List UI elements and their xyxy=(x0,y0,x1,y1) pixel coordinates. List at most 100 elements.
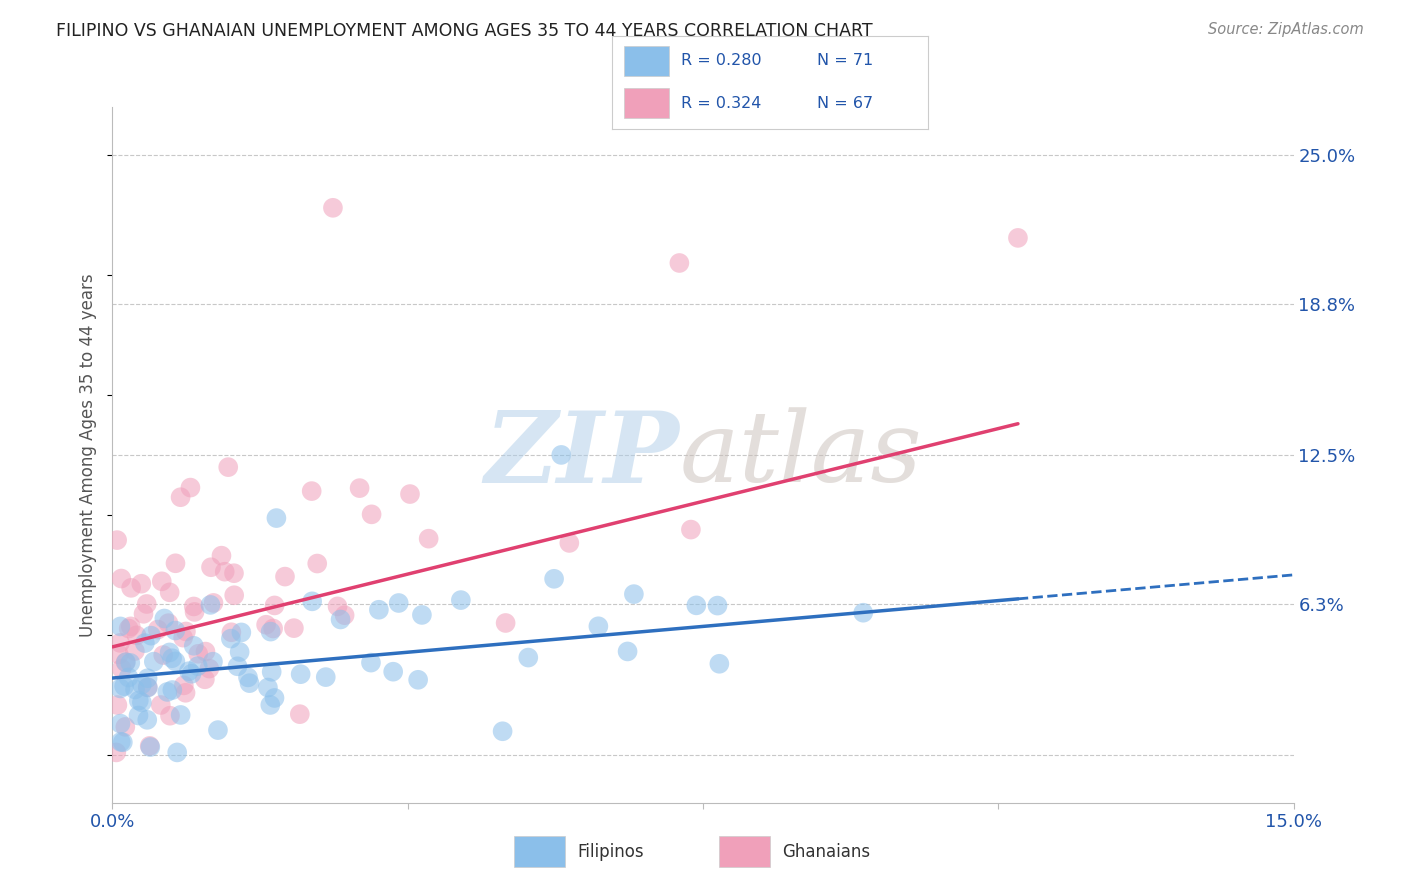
Point xyxy=(266,511,288,525)
Point xyxy=(108,636,131,650)
Point xyxy=(110,681,132,696)
Point xyxy=(382,665,405,679)
Point xyxy=(165,556,187,570)
Point xyxy=(166,746,188,760)
Text: ZIP: ZIP xyxy=(485,407,679,503)
Point xyxy=(679,523,702,537)
Point xyxy=(105,533,128,547)
Point xyxy=(200,560,222,574)
Point xyxy=(517,650,540,665)
Point xyxy=(329,612,352,626)
Y-axis label: Unemployment Among Ages 35 to 44 years: Unemployment Among Ages 35 to 44 years xyxy=(79,273,97,637)
Point xyxy=(120,581,142,595)
Point xyxy=(108,648,131,662)
Point xyxy=(159,708,181,723)
Point xyxy=(146,623,169,637)
Point xyxy=(254,617,277,632)
Point xyxy=(200,598,222,612)
Point xyxy=(139,739,162,754)
Point xyxy=(114,655,136,669)
Point xyxy=(668,256,690,270)
Bar xyxy=(718,837,770,867)
Point xyxy=(128,693,150,707)
Point xyxy=(194,644,217,658)
Point xyxy=(1007,231,1029,245)
Point xyxy=(257,681,280,695)
Point xyxy=(138,739,160,753)
Point xyxy=(301,594,323,608)
Point xyxy=(406,673,429,687)
Point xyxy=(706,599,728,613)
Point xyxy=(360,656,382,670)
Point xyxy=(183,599,205,614)
Point xyxy=(159,585,181,599)
Point xyxy=(136,671,159,685)
Point xyxy=(150,574,173,589)
Point xyxy=(288,707,311,722)
Point xyxy=(333,608,356,623)
Point xyxy=(238,676,260,690)
Point xyxy=(124,644,146,658)
Point xyxy=(149,698,172,712)
Point xyxy=(207,723,229,737)
Point xyxy=(172,631,194,645)
Point xyxy=(222,566,245,581)
Point xyxy=(367,603,389,617)
Point xyxy=(179,481,201,495)
Point xyxy=(263,690,285,705)
Point xyxy=(180,666,202,681)
Point xyxy=(105,746,128,760)
Point xyxy=(495,615,517,630)
Point xyxy=(115,655,138,669)
Point xyxy=(194,673,217,687)
Point xyxy=(198,662,221,676)
Point xyxy=(105,698,128,712)
Point xyxy=(125,628,148,642)
Point xyxy=(388,596,411,610)
Point xyxy=(169,490,191,504)
Point xyxy=(131,677,153,691)
Point xyxy=(165,624,187,638)
Point xyxy=(114,720,136,734)
Point xyxy=(110,619,132,633)
Point xyxy=(852,606,875,620)
Point xyxy=(132,607,155,621)
Point xyxy=(110,572,132,586)
Point xyxy=(128,708,150,723)
Point xyxy=(262,622,284,636)
Point xyxy=(301,484,323,499)
Point xyxy=(111,735,134,749)
Text: FILIPINO VS GHANAIAN UNEMPLOYMENT AMONG AGES 35 TO 44 YEARS CORRELATION CHART: FILIPINO VS GHANAIAN UNEMPLOYMENT AMONG … xyxy=(56,22,873,40)
Point xyxy=(202,596,225,610)
Text: Ghanaians: Ghanaians xyxy=(782,843,870,861)
Point xyxy=(274,569,297,583)
Point xyxy=(543,572,565,586)
Point xyxy=(290,667,312,681)
Text: N = 71: N = 71 xyxy=(817,54,873,69)
Point xyxy=(259,624,281,639)
Point xyxy=(120,656,142,670)
Point xyxy=(142,655,165,669)
Point xyxy=(165,655,187,669)
Point xyxy=(259,698,281,712)
Point xyxy=(224,588,246,602)
Point xyxy=(136,680,159,694)
Point xyxy=(129,576,152,591)
Point xyxy=(110,716,132,731)
Point xyxy=(136,713,159,727)
Point xyxy=(174,686,197,700)
Point xyxy=(360,508,382,522)
Point xyxy=(187,659,209,673)
Text: R = 0.280: R = 0.280 xyxy=(682,54,762,69)
Point xyxy=(134,636,156,650)
Point xyxy=(157,616,180,631)
Point xyxy=(120,619,142,633)
Point xyxy=(173,678,195,692)
Point xyxy=(491,724,513,739)
Point xyxy=(159,645,181,659)
Point xyxy=(110,735,132,749)
Point xyxy=(211,549,233,563)
Point xyxy=(685,599,707,613)
Point xyxy=(156,685,179,699)
Point xyxy=(112,679,135,693)
